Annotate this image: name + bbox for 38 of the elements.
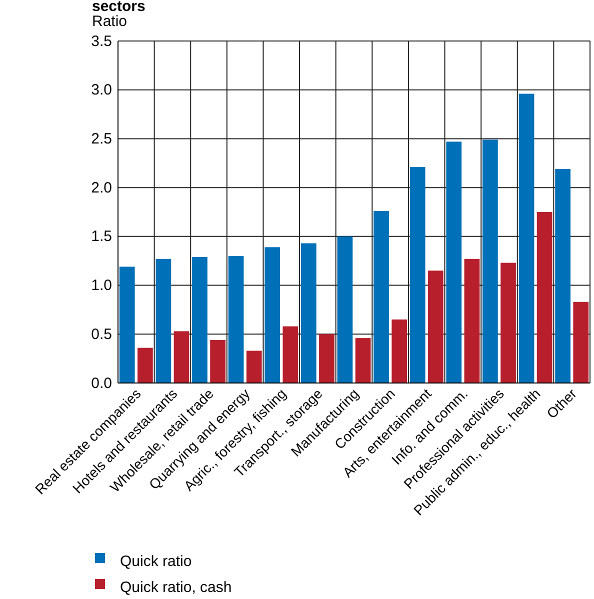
bar xyxy=(410,167,426,383)
bar xyxy=(573,302,589,383)
y-tick-label: 2.0 xyxy=(91,179,112,196)
bar xyxy=(138,348,153,383)
bar xyxy=(500,262,516,383)
bar xyxy=(555,169,570,383)
legend-label: Quick ratio, cash xyxy=(120,578,232,596)
bar xyxy=(246,350,262,383)
bar xyxy=(264,247,280,383)
bar xyxy=(428,270,444,383)
bar xyxy=(392,319,408,383)
bar xyxy=(156,258,172,383)
bar xyxy=(192,256,208,383)
y-tick-label: 1.0 xyxy=(91,277,112,294)
bar xyxy=(282,326,298,383)
chart-title: sectors xyxy=(92,0,146,15)
bar xyxy=(210,340,226,383)
bar xyxy=(464,258,480,383)
bar xyxy=(518,94,534,383)
y-tick-label: 3.0 xyxy=(91,82,112,99)
y-tick-label: 3.5 xyxy=(91,32,112,50)
y-axis-title: Ratio xyxy=(92,13,128,30)
bar xyxy=(119,266,135,383)
bar xyxy=(228,256,244,383)
bar xyxy=(355,338,371,383)
y-tick-label: 0.0 xyxy=(91,374,112,392)
bar xyxy=(536,212,552,383)
bar xyxy=(174,331,190,383)
bar xyxy=(300,243,316,383)
legend-label: Quick ratio xyxy=(120,552,192,570)
bar xyxy=(482,140,498,383)
bar xyxy=(374,211,389,383)
bar xyxy=(337,236,353,383)
y-tick-label: 2.5 xyxy=(91,130,112,148)
y-tick-label: 1.5 xyxy=(91,228,112,246)
bar xyxy=(319,334,334,383)
bar xyxy=(446,142,462,383)
y-tick-label: 0.5 xyxy=(91,326,112,343)
